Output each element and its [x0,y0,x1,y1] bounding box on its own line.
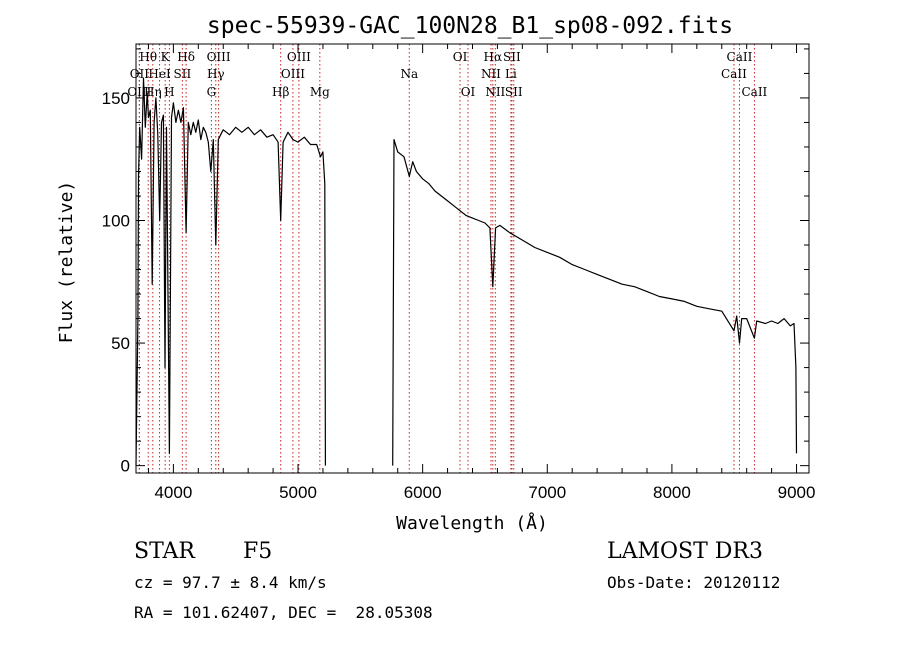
x-tick-label-6000: 6000 [404,483,442,502]
spectral-line-label-25: NII [485,85,505,99]
spectral-line-label-27: CaII [741,85,767,99]
plot-frame [135,43,810,474]
spectral-line-label-5: OI [453,50,468,64]
y-axis-label: Flux (relative) [56,181,77,344]
spectrum-series [135,77,798,466]
spectral-line-label-19: Hη [144,85,162,99]
survey-name: LAMOST DR3 [607,539,763,564]
spectral-line-label-12: Hγ [207,67,225,81]
spectrum-line-0-0 [135,77,326,466]
spectral-line-label-21: G [207,85,217,99]
spectral-line-label-14: Na [400,67,418,81]
object-class: STAR [134,539,195,564]
spectral-line-label-11: SII [174,67,192,81]
spectral-line-label-6: Hα [484,50,503,64]
x-tick-label-9000: 9000 [778,483,816,502]
spectral-line-label-15: NII [481,67,501,81]
y-tick-label-0: 0 [121,457,130,476]
spectral-line-label-26: SII [505,85,523,99]
spectral-line-markers [138,44,755,473]
spectral-line-label-3: OIII [207,50,231,64]
spectral-line-label-7: SII [503,50,521,64]
coordinates: RA = 101.62407, DEC = 28.05308 [134,603,433,622]
spectral-line-label-8: CaII [727,50,753,64]
x-axis-ticks: 4000 5000 6000 7000 8000 9000 [147,44,816,502]
spectral-line-label-13: OIII [281,67,305,81]
y-tick-label-150: 150 [102,89,130,108]
spectrum-line-0-1 [392,139,798,466]
spectrum-chart: spec-55939-GAC_100N28_B1_sp08-092.fits H… [56,13,816,534]
x-tick-label-8000: 8000 [653,483,691,502]
spectral-line-label-23: Mg [310,85,330,99]
spectral-line-label-24: OI [461,85,476,99]
redshift-velocity: cz = 97.7 ± 8.4 km/s [134,573,327,592]
y-axis-ticks: 0 50 100 150 [102,48,809,476]
x-tick-label-7000: 7000 [528,483,566,502]
spectral-line-label-22: Hβ [272,85,289,99]
observation-date: Obs-Date: 20120112 [607,573,781,592]
chart-title: spec-55939-GAC_100N28_B1_sp08-092.fits [207,13,733,39]
spectral-line-label-20: H [164,85,174,99]
spectral-line-label-16: Li [505,67,517,81]
object-subclass: F5 [243,539,273,564]
spectral-line-label-4: OIII [287,50,311,64]
x-tick-label-5000: 5000 [279,483,317,502]
x-tick-label-4000: 4000 [154,483,192,502]
spectral-line-label-10: HeI [148,67,171,81]
spectral-line-label-1: K [161,50,171,64]
spectral-line-label-18: OIII [127,85,151,99]
spectral-line-label-2: Hδ [177,50,195,64]
x-axis-label: Wavelength (Å) [396,512,548,534]
y-tick-label-50: 50 [111,334,130,353]
y-tick-label-100: 100 [102,212,130,231]
spectral-line-label-9: OII [130,67,150,81]
spectral-line-label-0: Hθ [139,50,157,64]
spectral-line-label-17: CaII [721,67,747,81]
